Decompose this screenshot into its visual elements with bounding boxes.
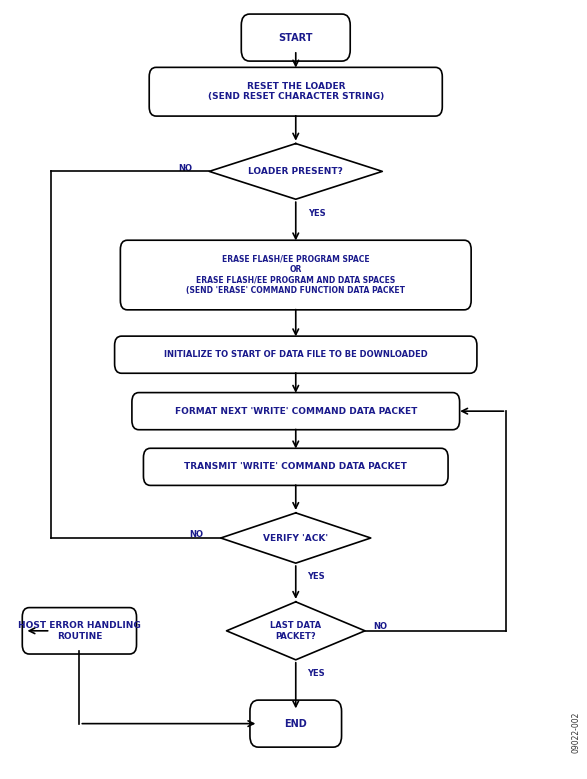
FancyBboxPatch shape <box>132 393 460 430</box>
Text: NO: NO <box>178 164 192 173</box>
FancyBboxPatch shape <box>120 240 471 310</box>
FancyBboxPatch shape <box>250 700 342 747</box>
Text: 09022-002: 09022-002 <box>571 712 580 753</box>
Text: HOST ERROR HANDLING
ROUTINE: HOST ERROR HANDLING ROUTINE <box>18 621 141 640</box>
Polygon shape <box>221 513 371 563</box>
Text: YES: YES <box>307 669 325 678</box>
Text: TRANSMIT 'WRITE' COMMAND DATA PACKET: TRANSMIT 'WRITE' COMMAND DATA PACKET <box>184 463 407 471</box>
Text: FORMAT NEXT 'WRITE' COMMAND DATA PACKET: FORMAT NEXT 'WRITE' COMMAND DATA PACKET <box>174 407 417 416</box>
FancyBboxPatch shape <box>22 608 137 654</box>
FancyBboxPatch shape <box>149 67 442 116</box>
Text: NO: NO <box>374 622 387 631</box>
Text: LOADER PRESENT?: LOADER PRESENT? <box>248 167 343 176</box>
Text: NO: NO <box>190 530 204 539</box>
Text: YES: YES <box>308 210 326 218</box>
Text: START: START <box>278 33 313 43</box>
FancyBboxPatch shape <box>143 448 448 485</box>
Polygon shape <box>209 143 382 199</box>
FancyBboxPatch shape <box>241 14 350 61</box>
Text: END: END <box>284 719 307 728</box>
Text: INITIALIZE TO START OF DATA FILE TO BE DOWNLOADED: INITIALIZE TO START OF DATA FILE TO BE D… <box>164 351 428 359</box>
Polygon shape <box>227 602 365 660</box>
Text: VERIFY 'ACK': VERIFY 'ACK' <box>263 534 328 542</box>
Text: RESET THE LOADER
(SEND RESET CHARACTER STRING): RESET THE LOADER (SEND RESET CHARACTER S… <box>208 82 384 101</box>
FancyBboxPatch shape <box>114 336 477 373</box>
Text: ERASE FLASH/EE PROGRAM SPACE
OR
ERASE FLASH/EE PROGRAM AND DATA SPACES
(SEND 'ER: ERASE FLASH/EE PROGRAM SPACE OR ERASE FL… <box>186 255 405 295</box>
Text: LAST DATA
PACKET?: LAST DATA PACKET? <box>270 621 321 640</box>
Text: YES: YES <box>307 573 325 581</box>
